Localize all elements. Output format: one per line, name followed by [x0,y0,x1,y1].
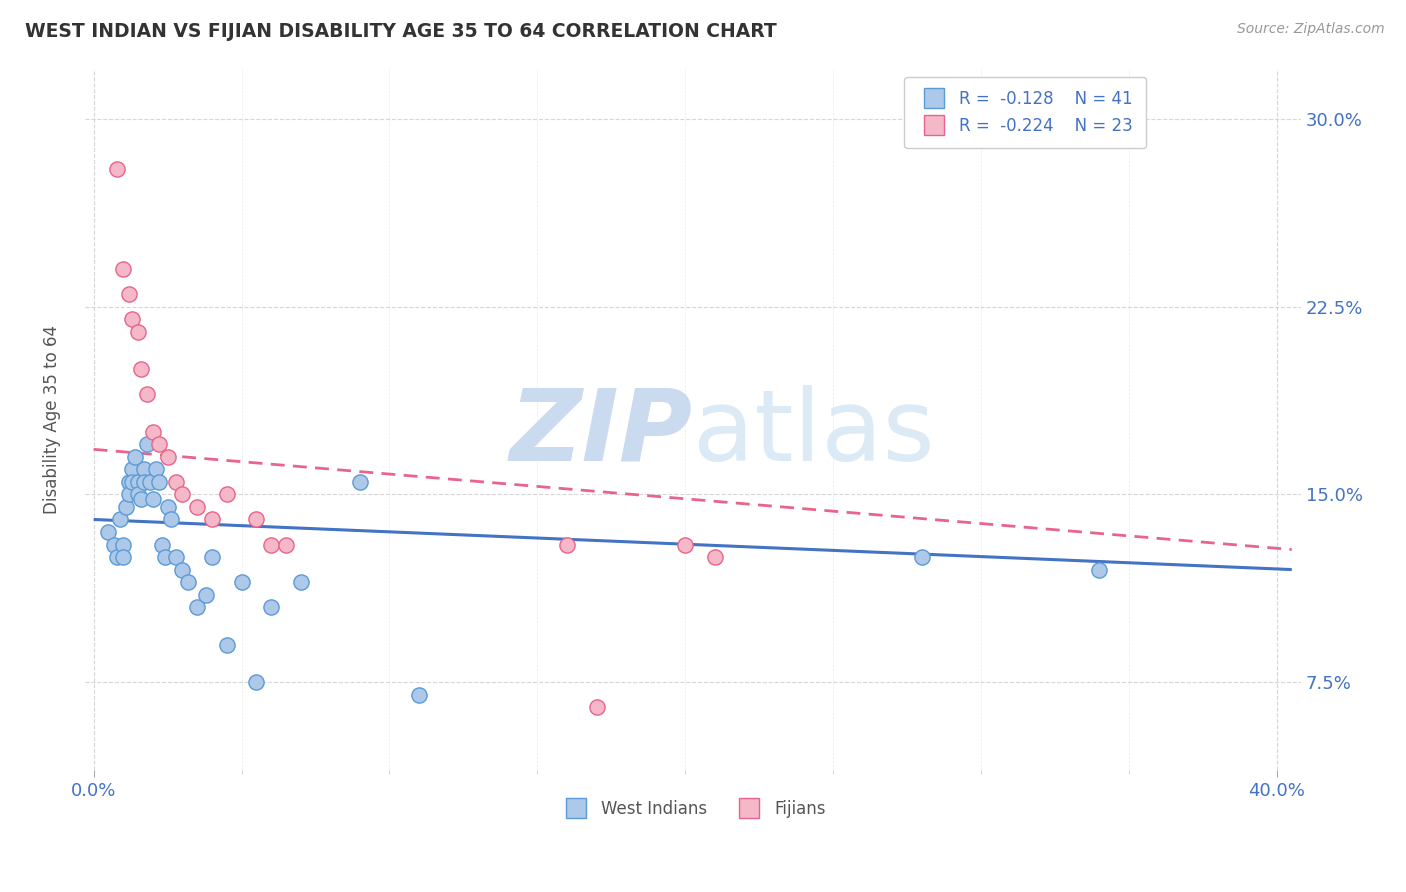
Point [911,549,934,564]
Point [112,537,135,551]
Legend: West Indians, Fijians: West Indians, Fijians [553,794,832,825]
Point [290,575,312,590]
Point [118,475,141,489]
Point [274,537,297,551]
Point [129,362,152,376]
Point [97,524,120,539]
Point [703,549,725,564]
Point [118,487,141,501]
Point [150,537,173,551]
Point [186,600,208,615]
Point [165,549,187,564]
Point [127,475,149,489]
Point [110,512,132,526]
Point [127,325,149,339]
Text: ZIP: ZIP [510,384,693,482]
Point [245,512,267,526]
Point [121,312,143,326]
Point [177,575,200,590]
Point [139,475,162,489]
Point [153,549,176,564]
Text: WEST INDIAN VS FIJIAN DISABILITY AGE 35 TO 64 CORRELATION CHART: WEST INDIAN VS FIJIAN DISABILITY AGE 35 … [25,22,778,41]
Point [555,537,578,551]
Point [215,487,238,501]
Point [165,475,187,489]
Point [132,462,155,476]
Point [135,387,157,401]
Point [673,537,696,551]
Point [201,512,224,526]
Point [201,549,224,564]
Point [156,450,179,464]
Point [105,549,128,564]
Point [585,700,607,714]
Point [142,425,165,439]
Text: Source: ZipAtlas.com: Source: ZipAtlas.com [1237,22,1385,37]
Point [132,475,155,489]
Point [127,487,149,501]
Point [231,575,253,590]
Point [148,475,170,489]
Point [105,161,128,176]
Point [121,475,143,489]
Point [115,500,138,514]
Point [186,500,208,514]
Point [148,437,170,451]
Point [159,512,181,526]
Point [124,450,146,464]
Point [112,262,135,277]
Point [260,537,283,551]
Y-axis label: Disability Age 35 to 64: Disability Age 35 to 64 [44,325,60,514]
Point [260,600,283,615]
Point [112,549,135,564]
Point [215,638,238,652]
Point [121,462,143,476]
Point [349,475,371,489]
Point [145,462,167,476]
Point [408,688,430,702]
Point [135,437,157,451]
Point [129,492,152,507]
Point [103,537,125,551]
Point [156,500,179,514]
Point [142,492,165,507]
Point [172,563,194,577]
Point [118,287,141,301]
Point [1088,563,1111,577]
Point [172,487,194,501]
Text: atlas: atlas [693,384,935,482]
Point [245,675,267,690]
Point [195,588,218,602]
